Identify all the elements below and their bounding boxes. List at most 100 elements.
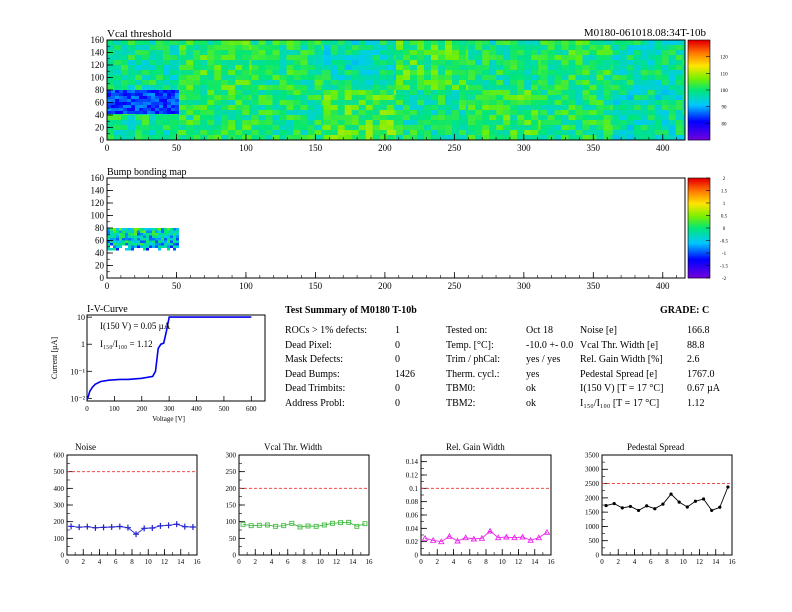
pixel-cell	[177, 120, 180, 125]
pixel-cell	[554, 130, 562, 135]
low-threshold-cell	[147, 93, 151, 96]
vcal_thr_width-x-tick-label: 4	[270, 558, 274, 566]
pixel-cell	[142, 65, 149, 70]
pixel-cell	[524, 90, 532, 95]
pixel-cell	[396, 70, 403, 75]
pixel-cell	[351, 135, 359, 140]
pixel-cell	[228, 60, 236, 65]
rel_gain_width-y-tick-label: 0.1	[409, 485, 418, 493]
pixel-cell	[582, 80, 590, 85]
pixel-cell	[596, 135, 604, 140]
pixel-cell	[610, 125, 613, 130]
bump-cell	[131, 230, 134, 233]
bump-cell	[107, 248, 110, 251]
pixel-cell	[640, 110, 648, 115]
pixel-cell	[452, 115, 459, 120]
pixel-cell	[610, 90, 613, 95]
pixel-cell	[668, 100, 676, 105]
pixel-cell	[466, 85, 469, 90]
pixel-cell	[307, 40, 315, 45]
pixel-cell	[337, 40, 345, 45]
bump-cell	[173, 238, 176, 241]
pixel-cell	[321, 70, 324, 75]
noise-y-tick-label: 200	[54, 518, 65, 526]
pixel-cell	[466, 115, 469, 120]
pixel-cell	[452, 85, 459, 90]
pixel-cell	[489, 90, 497, 95]
pixel-cell	[286, 125, 294, 130]
pixel-cell	[121, 65, 128, 70]
pixel-cell	[344, 120, 352, 125]
bump-cell	[149, 243, 152, 246]
bump-colorbar-band	[688, 256, 710, 259]
pixel-cell	[452, 135, 459, 140]
bump-cell	[140, 243, 143, 246]
vcal-y-tick-label: 100	[91, 73, 105, 83]
pixel-cell	[675, 60, 683, 65]
pixel-cell	[410, 45, 417, 50]
low-threshold-cell	[139, 108, 143, 111]
pixel-cell	[249, 135, 252, 140]
bump-colorbar-band	[688, 210, 710, 213]
pixel-cell	[640, 40, 648, 45]
pixel-cell	[358, 85, 366, 90]
pixel-cell	[633, 125, 641, 130]
bump-cell	[170, 243, 173, 246]
low-threshold-cell	[131, 99, 135, 102]
pixel-cell	[531, 50, 539, 55]
bump-colorbar-band	[688, 236, 710, 239]
bump-colorbar-band	[688, 192, 710, 195]
vcal-colorbar-band	[688, 112, 710, 115]
pixel-cell	[445, 80, 452, 85]
vcal-colorbar-band	[688, 130, 710, 133]
bump-cell	[110, 233, 113, 236]
pixel-cell	[186, 55, 194, 60]
pixel-cell	[300, 40, 308, 45]
pixel-cell	[337, 65, 345, 70]
pixel-cell	[156, 80, 163, 85]
pixel-cell	[633, 75, 641, 80]
bump-cell	[128, 233, 131, 236]
bump-cell	[161, 230, 164, 233]
pixel-cell	[279, 50, 287, 55]
pixel-cell	[612, 95, 620, 100]
pixel-cell	[603, 100, 611, 105]
pixel-cell	[393, 70, 396, 75]
pixel-cell	[482, 115, 490, 120]
noise-x-tick-label: 0	[65, 558, 69, 566]
pixel-cell	[524, 45, 532, 50]
pixel-cell	[135, 65, 142, 70]
pixel-cell	[221, 120, 229, 125]
pixel-cell	[200, 40, 208, 45]
pixel-cell	[582, 70, 590, 75]
pixel-cell	[207, 100, 215, 105]
pixel-cell	[193, 135, 201, 140]
pixel-cell	[596, 80, 604, 85]
pixel-cell	[242, 60, 250, 65]
pixel-cell	[135, 85, 142, 90]
pixel-cell	[466, 120, 469, 125]
pixel-cell	[365, 80, 373, 85]
pixel-cell	[251, 50, 259, 55]
bump-cell	[167, 230, 170, 233]
pixel-cell	[596, 100, 604, 105]
pixel-cell	[445, 60, 452, 65]
pixel-cell	[351, 95, 359, 100]
bump-colorbar-band	[688, 270, 710, 273]
pixel-cell	[396, 65, 403, 70]
bump-cell	[170, 238, 173, 241]
bump-cell	[158, 248, 161, 251]
pixel-cell	[242, 65, 250, 70]
bump-x-tick-label: 350	[587, 281, 601, 291]
low-threshold-cell	[135, 90, 139, 93]
low-threshold-cell	[155, 102, 159, 105]
pixel-cell	[403, 135, 410, 140]
pixel-cell	[547, 70, 555, 75]
pixel-cell	[668, 85, 676, 90]
low-threshold-cell	[111, 93, 115, 96]
noise-point	[100, 524, 107, 531]
pedestal_spread-point	[636, 508, 641, 513]
pixel-cell	[475, 50, 483, 55]
pixel-cell	[403, 90, 410, 95]
pixel-cell	[272, 85, 280, 90]
